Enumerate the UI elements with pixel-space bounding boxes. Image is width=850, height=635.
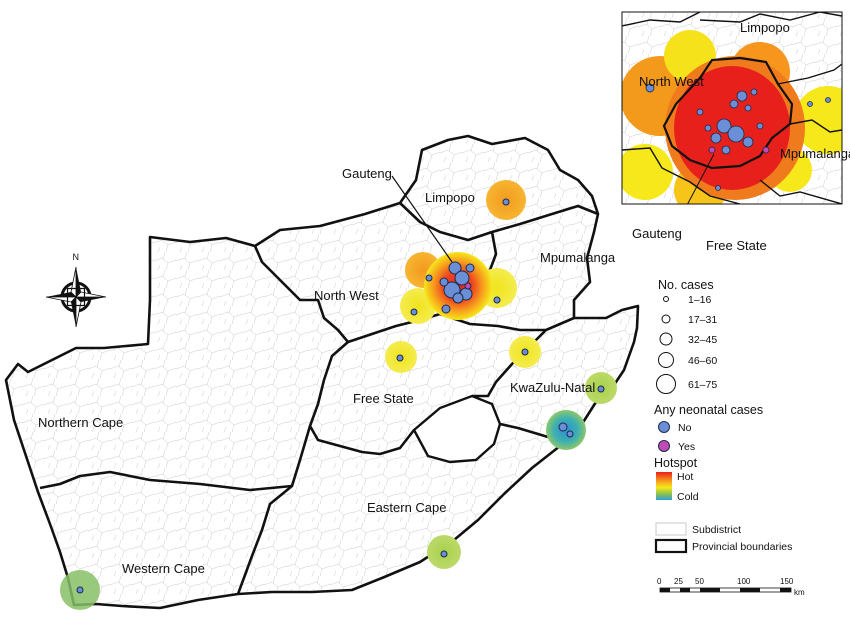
legend-neonatal-title: Any neonatal cases	[654, 403, 763, 417]
case-point	[440, 550, 448, 558]
label-mpumalanga: Mpumalanga	[540, 250, 616, 265]
legend-provincial-swatch	[654, 538, 688, 554]
legend-hotspot-ramp	[656, 472, 672, 500]
country-fill	[6, 136, 638, 608]
compass-rose-icon: N	[45, 252, 107, 328]
scale-tick-150: 150	[780, 577, 794, 586]
scale-tick-25: 25	[674, 577, 683, 586]
inset-frame	[621, 11, 843, 205]
case-point	[521, 348, 529, 356]
label-northern-cape: Northern Cape	[38, 415, 123, 430]
legend-hotspot-title: Hotspot	[654, 456, 698, 470]
case-point	[439, 277, 449, 287]
legend-bin-3: 32–45	[688, 334, 717, 346]
case-point	[441, 304, 451, 314]
legend-bin-2: 17–31	[688, 314, 717, 326]
legend-provincial-label: Provincial boundaries	[692, 541, 792, 553]
case-point	[452, 292, 464, 304]
legend-bin-5: 61–75	[688, 379, 717, 391]
inset-label-gauteng: Gauteng	[632, 226, 682, 241]
scale-unit: km	[794, 588, 805, 597]
legend-neonatal-no: No	[678, 422, 692, 434]
north-arrow-label: N	[73, 252, 80, 262]
scale-tick-100: 100	[737, 577, 751, 586]
label-western-cape: Western Cape	[122, 561, 205, 576]
legend: No. cases 1–16 17–31 32–45 46–60 61–75 A…	[654, 278, 792, 554]
label-kwazulu-natal: KwaZulu-Natal	[510, 380, 595, 395]
legend-hot-label: Hot	[677, 471, 693, 483]
scale-tick-0: 0	[657, 577, 662, 586]
inset-label-limpopo: Limpopo	[740, 20, 790, 35]
label-free-state: Free State	[353, 391, 414, 406]
case-point-neonatal	[464, 282, 472, 290]
scale-bar: 0 25 50 100 150 km	[657, 577, 805, 597]
label-north-west: North West	[314, 288, 379, 303]
label-eastern-cape: Eastern Cape	[367, 500, 447, 515]
scale-tick-50: 50	[695, 577, 704, 586]
gauteng-leader-line	[391, 175, 453, 263]
legend-neonatal-yes: Yes	[678, 441, 695, 453]
legend-bin-1: 1–16	[688, 294, 712, 306]
label-limpopo: Limpopo	[425, 190, 475, 205]
case-symbols	[76, 198, 605, 594]
case-point	[558, 422, 568, 432]
case-point	[448, 261, 462, 275]
case-point	[502, 198, 510, 206]
inset-map: Limpopo North West Mpumalanga Gauteng Fr…	[621, 11, 850, 253]
province-labels: Gauteng Limpopo Mpumalanga North West Fr…	[38, 166, 616, 576]
legend-cases-title: No. cases	[658, 278, 714, 292]
inset-label-north-west: North West	[639, 74, 704, 89]
legend-cold-label: Cold	[677, 491, 699, 503]
case-point	[566, 430, 574, 438]
legend-subdistrict-label: Subdistrict	[692, 524, 741, 536]
case-point	[493, 296, 501, 304]
lesotho	[412, 394, 502, 464]
legend-subdistrict-swatch	[655, 522, 687, 536]
case-point	[454, 270, 470, 286]
case-point	[425, 274, 433, 282]
label-gauteng: Gauteng	[342, 166, 392, 181]
main-map: Gauteng Limpopo Mpumalanga North West Fr…	[4, 134, 640, 610]
inset-label-free-state: Free State	[706, 238, 767, 253]
case-point	[396, 354, 404, 362]
legend-bin-4: 46–60	[688, 355, 717, 367]
inset-label-mpumalanga: Mpumalanga	[780, 146, 850, 161]
case-point	[410, 308, 418, 316]
case-point	[465, 263, 475, 273]
case-point	[597, 385, 605, 393]
case-point	[76, 586, 84, 594]
inset-gauteng-boundary	[662, 56, 794, 170]
